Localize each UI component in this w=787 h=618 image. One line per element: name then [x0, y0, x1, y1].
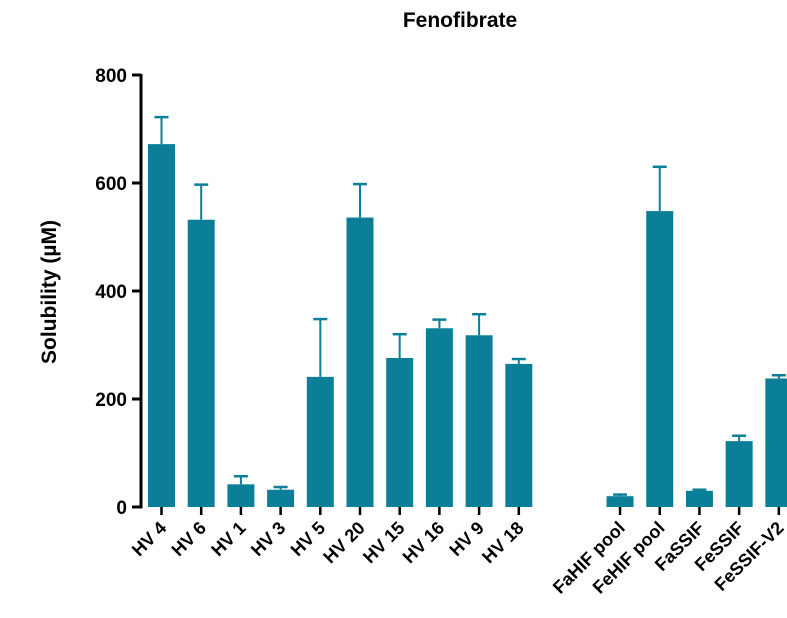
bar [685, 490, 713, 507]
bar [765, 378, 787, 507]
x-tick-label: HV 18 [478, 518, 528, 568]
bar [306, 376, 334, 507]
chart-bars [148, 115, 787, 507]
x-tick-label: HV 3 [247, 518, 289, 560]
y-axis-label: Solubility (µM) [38, 220, 61, 364]
bar [606, 496, 634, 507]
y-tick-label: 200 [95, 390, 127, 411]
chart-title: Fenofibrate [403, 9, 517, 32]
x-tick-label: HV 1 [207, 518, 249, 560]
y-tick-label: 800 [95, 66, 127, 87]
x-tick-label: HV 4 [128, 518, 170, 560]
bar [187, 219, 215, 507]
bar [425, 328, 453, 507]
y-tick-label: 0 [116, 498, 127, 519]
bar [725, 441, 753, 507]
bar [227, 484, 255, 507]
x-tick-label: HV 20 [319, 518, 369, 568]
x-tick-label: HV 6 [168, 518, 210, 560]
y-tick-label: 600 [95, 174, 127, 195]
bar [465, 335, 493, 507]
bar [267, 489, 295, 507]
x-tick-label: HV 16 [399, 518, 449, 568]
bar [386, 357, 414, 507]
chart-axes: 0 200 400 600 800 [95, 66, 781, 519]
bar [505, 363, 533, 507]
bar [346, 217, 374, 507]
bar [148, 144, 175, 507]
y-tick-label: 400 [95, 282, 127, 303]
bar [646, 211, 674, 507]
x-tick-label: HV 15 [359, 518, 409, 568]
